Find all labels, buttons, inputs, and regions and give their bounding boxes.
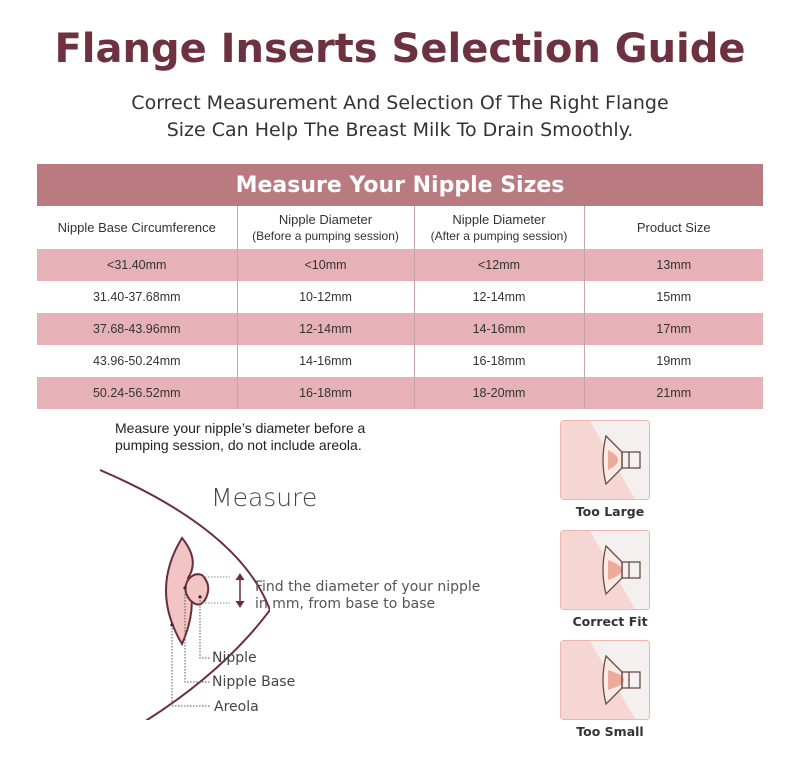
table-cell: 16-18mm (413, 345, 584, 377)
table-cell: <10mm (236, 249, 414, 281)
table-row: 50.24-56.52mm 16-18mm 18-20mm 21mm (37, 377, 763, 409)
table-cell: 10-12mm (236, 281, 414, 313)
fit-illustration (560, 640, 650, 720)
page-title: Flange Inserts Selection Guide (54, 26, 746, 72)
table-row: <31.40mm <10mm <12mm 13mm (37, 249, 763, 281)
table-cell: 14-16mm (236, 345, 414, 377)
nipple-shape (184, 573, 210, 606)
instruction-line-2: in mm, from base to base (255, 596, 436, 612)
table-cell: 21mm (583, 377, 763, 409)
table-cell: <12mm (413, 249, 584, 281)
fit-label: Too Large (575, 504, 645, 519)
note-line-2: pumping session, do not include areola. (115, 437, 362, 453)
column-header: Nipple Base Circumference (57, 219, 216, 235)
label-nipple: Nipple (212, 650, 257, 666)
column-header: Product Size (583, 206, 763, 249)
fit-illustration (560, 530, 650, 610)
table-heading: Measure Your Nipple Sizes (37, 164, 763, 206)
table-cell: 37.68-43.96mm (37, 313, 237, 345)
table-cell: 16-18mm (236, 377, 414, 409)
measure-heading: Measure (211, 483, 318, 512)
diameter-instruction: Find the diameter of your nipple in mm, … (255, 579, 480, 613)
table-cell: 31.40-37.68mm (92, 290, 181, 304)
table-row: 43.96-50.24mm 14-16mm 16-18mm 19mm (37, 345, 763, 377)
table-cell: <31.40mm (37, 249, 237, 281)
table-cell: 13mm (583, 249, 763, 281)
table-cell: 43.96-50.24mm (92, 354, 181, 368)
breast-diagram (99, 469, 270, 720)
table-cell: 12-14mm (413, 281, 584, 313)
label-nipple-base: Nipple Base (212, 674, 296, 690)
fit-label: Correct Fit (572, 614, 648, 629)
table-cell: 18-20mm (413, 377, 584, 409)
column-header: Nipple Diameter (Before a pumping session… (236, 206, 414, 249)
table-cell: 50.24-56.52mm (37, 377, 237, 409)
instruction-line-1: Find the diameter of your nipple (255, 579, 481, 595)
table-row: 37.68-43.96mm 12-14mm 14-16mm 17mm (37, 313, 763, 345)
table-row: 31.40-37.68mm 10-12mm 12-14mm 15mm (37, 281, 763, 313)
column-header: Nipple Diameter (After a pumping session) (413, 206, 584, 249)
fit-label: Too Small (576, 724, 644, 739)
table-cell: 14-16mm (413, 313, 584, 345)
subtitle-line-2: Size Can Help The Breast Milk To Drain S… (166, 119, 634, 141)
subtitle: Correct Measurement And Selection Of The… (0, 90, 800, 144)
fit-illustration (560, 420, 650, 500)
subtitle-line-1: Correct Measurement And Selection Of The… (131, 92, 669, 114)
table-header-row: Nipple Base Circumference Nipple Diamete… (37, 206, 763, 249)
table-cell: 12-14mm (236, 313, 414, 345)
table-cell: 19mm (583, 345, 763, 377)
table-cell: 17mm (583, 313, 763, 345)
label-areola: Areola (214, 699, 259, 715)
note-line-1: Measure your nipple’s diameter before a (115, 420, 366, 436)
size-table: Measure Your Nipple Sizes Nipple Base Ci… (37, 164, 763, 409)
measure-note: Measure your nipple’s diameter before a … (115, 420, 415, 454)
table-cell: 15mm (583, 281, 763, 313)
areola-shape (165, 536, 194, 647)
